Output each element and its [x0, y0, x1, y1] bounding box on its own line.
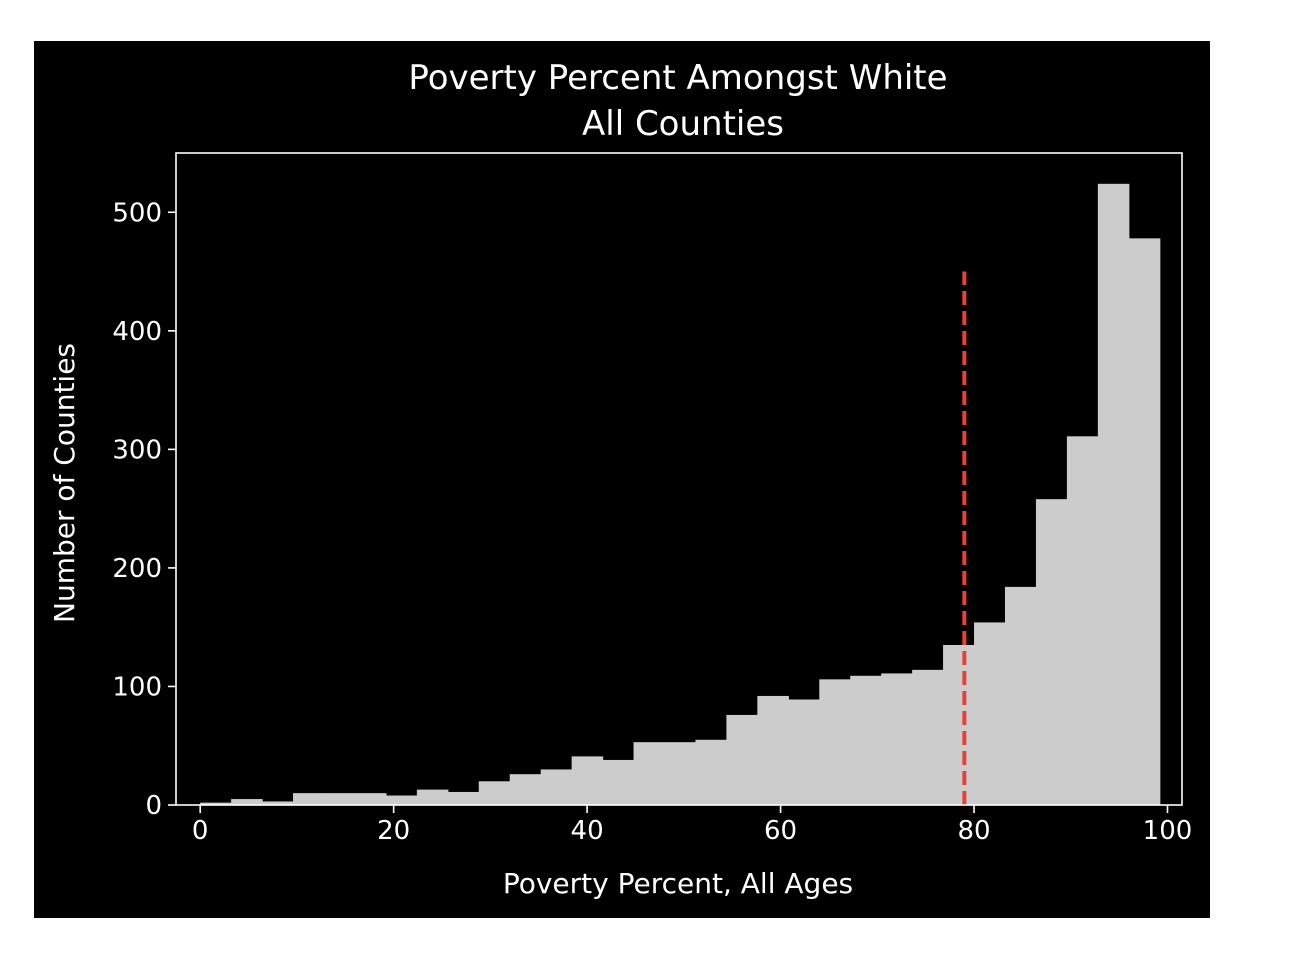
histogram-bar	[602, 759, 635, 805]
histogram-bar	[262, 801, 294, 805]
histogram-bar	[354, 793, 387, 805]
histogram-bar	[695, 739, 727, 805]
y-tick-label: 200	[112, 554, 162, 584]
x-tick-label: 100	[1143, 816, 1193, 846]
y-tick-label: 300	[112, 435, 162, 465]
histogram-bar	[416, 789, 449, 805]
histogram-bar	[385, 795, 418, 805]
histogram-bar	[881, 673, 913, 805]
histogram-bar	[540, 769, 573, 805]
histogram-bar	[1097, 183, 1130, 805]
y-tick-label: 100	[112, 672, 162, 702]
histogram-bar	[324, 793, 356, 805]
chart-title-line-2: All Counties	[582, 104, 784, 144]
histogram-bars	[200, 183, 1161, 806]
histogram-bar	[819, 679, 851, 805]
histogram-bar	[788, 699, 820, 805]
chart-figure: Poverty Percent Amongst White All Counti…	[34, 41, 1210, 918]
axes-frame	[175, 152, 1183, 806]
histogram-bar	[974, 622, 1006, 805]
histogram-bar	[509, 774, 542, 805]
histogram-bar	[571, 756, 604, 805]
y-tick-label: 0	[145, 791, 162, 821]
y-axis-ticks: 0 100 200 300 400 500	[112, 198, 176, 821]
x-tick-label: 60	[764, 816, 797, 846]
chart-title-line-1: Poverty Percent Amongst White	[408, 58, 947, 98]
histogram-bar	[1004, 586, 1037, 805]
x-axis-label: Poverty Percent, All Ages	[503, 867, 853, 900]
histogram-bar	[231, 799, 263, 805]
histogram-bar	[726, 714, 758, 805]
histogram-bar	[447, 791, 480, 805]
histogram-bar	[757, 695, 789, 805]
histogram-bar	[633, 742, 666, 805]
x-axis-ticks: 0 20 40 60 80 100	[192, 805, 1192, 846]
histogram-bar	[1128, 238, 1161, 806]
y-tick-label: 400	[112, 317, 162, 347]
histogram-bar	[850, 675, 882, 805]
x-tick-label: 0	[192, 816, 209, 846]
x-tick-label: 80	[957, 816, 990, 846]
histogram-bar	[293, 793, 325, 805]
histogram-chart: Poverty Percent Amongst White All Counti…	[48, 58, 1192, 900]
histogram-bar	[1035, 499, 1068, 805]
x-tick-label: 40	[571, 816, 604, 846]
histogram-bar	[478, 781, 511, 805]
x-tick-label: 20	[377, 816, 410, 846]
histogram-bar	[664, 742, 697, 805]
histogram-bar	[912, 669, 944, 805]
y-tick-label: 500	[112, 198, 162, 228]
y-axis-label: Number of Counties	[48, 343, 81, 623]
histogram-bar	[943, 644, 975, 805]
histogram-bar	[200, 802, 232, 805]
histogram-bar	[1066, 436, 1099, 805]
